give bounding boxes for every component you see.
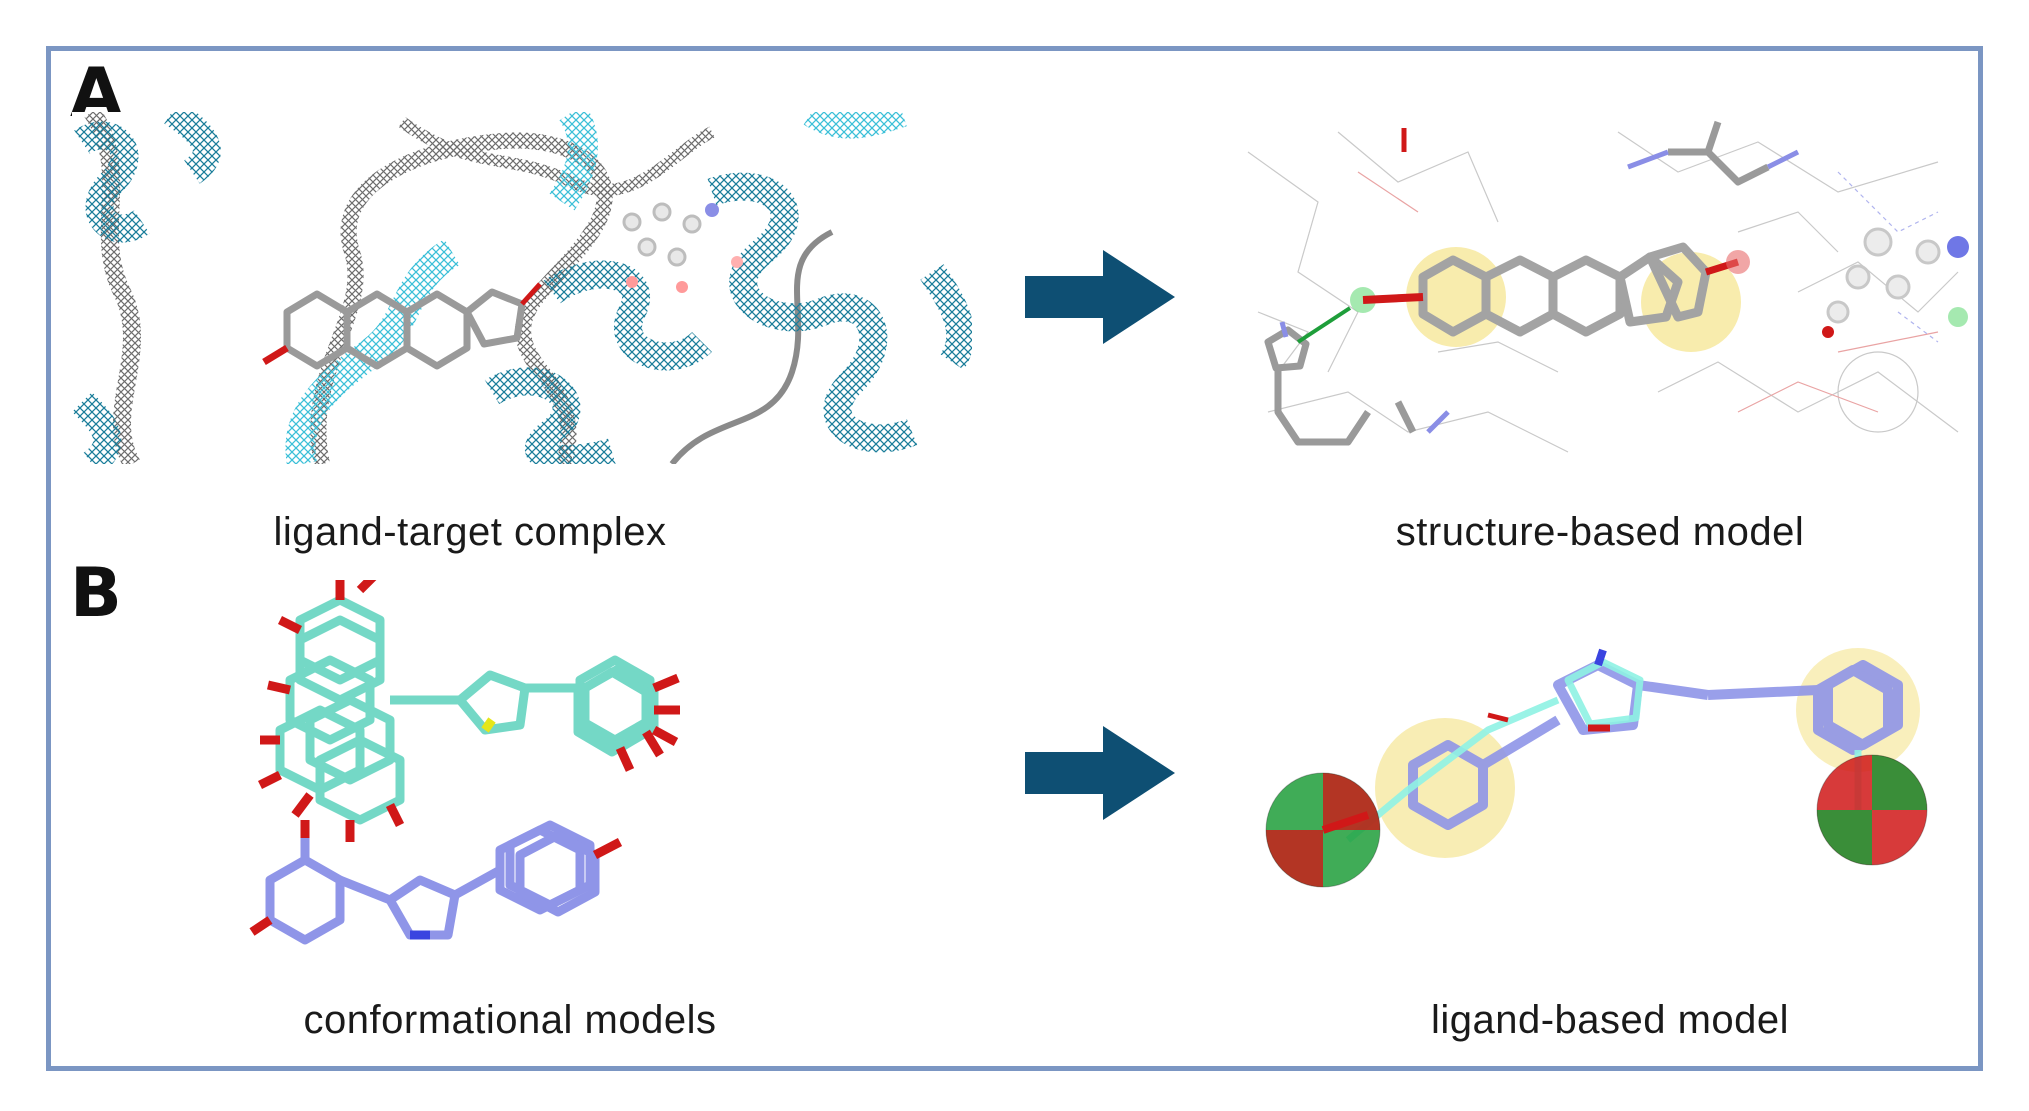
caption-ligand-target-complex: ligand-target complex	[273, 510, 667, 554]
conformational-models-image	[240, 580, 820, 1000]
caption-conformational-models: conformational models	[303, 998, 717, 1042]
caption-ligand-based-model: ligand-based model	[1430, 998, 1790, 1042]
panel-label-b: B	[70, 554, 122, 633]
right-arrow-icon	[1025, 726, 1175, 820]
caption-structure-based-model: structure-based model	[1395, 510, 1805, 554]
ligand-based-model-image	[1238, 620, 1978, 920]
structure-based-model-image	[1238, 112, 1978, 464]
right-arrow-icon	[1025, 250, 1175, 344]
ligand-target-complex-image	[72, 112, 972, 464]
